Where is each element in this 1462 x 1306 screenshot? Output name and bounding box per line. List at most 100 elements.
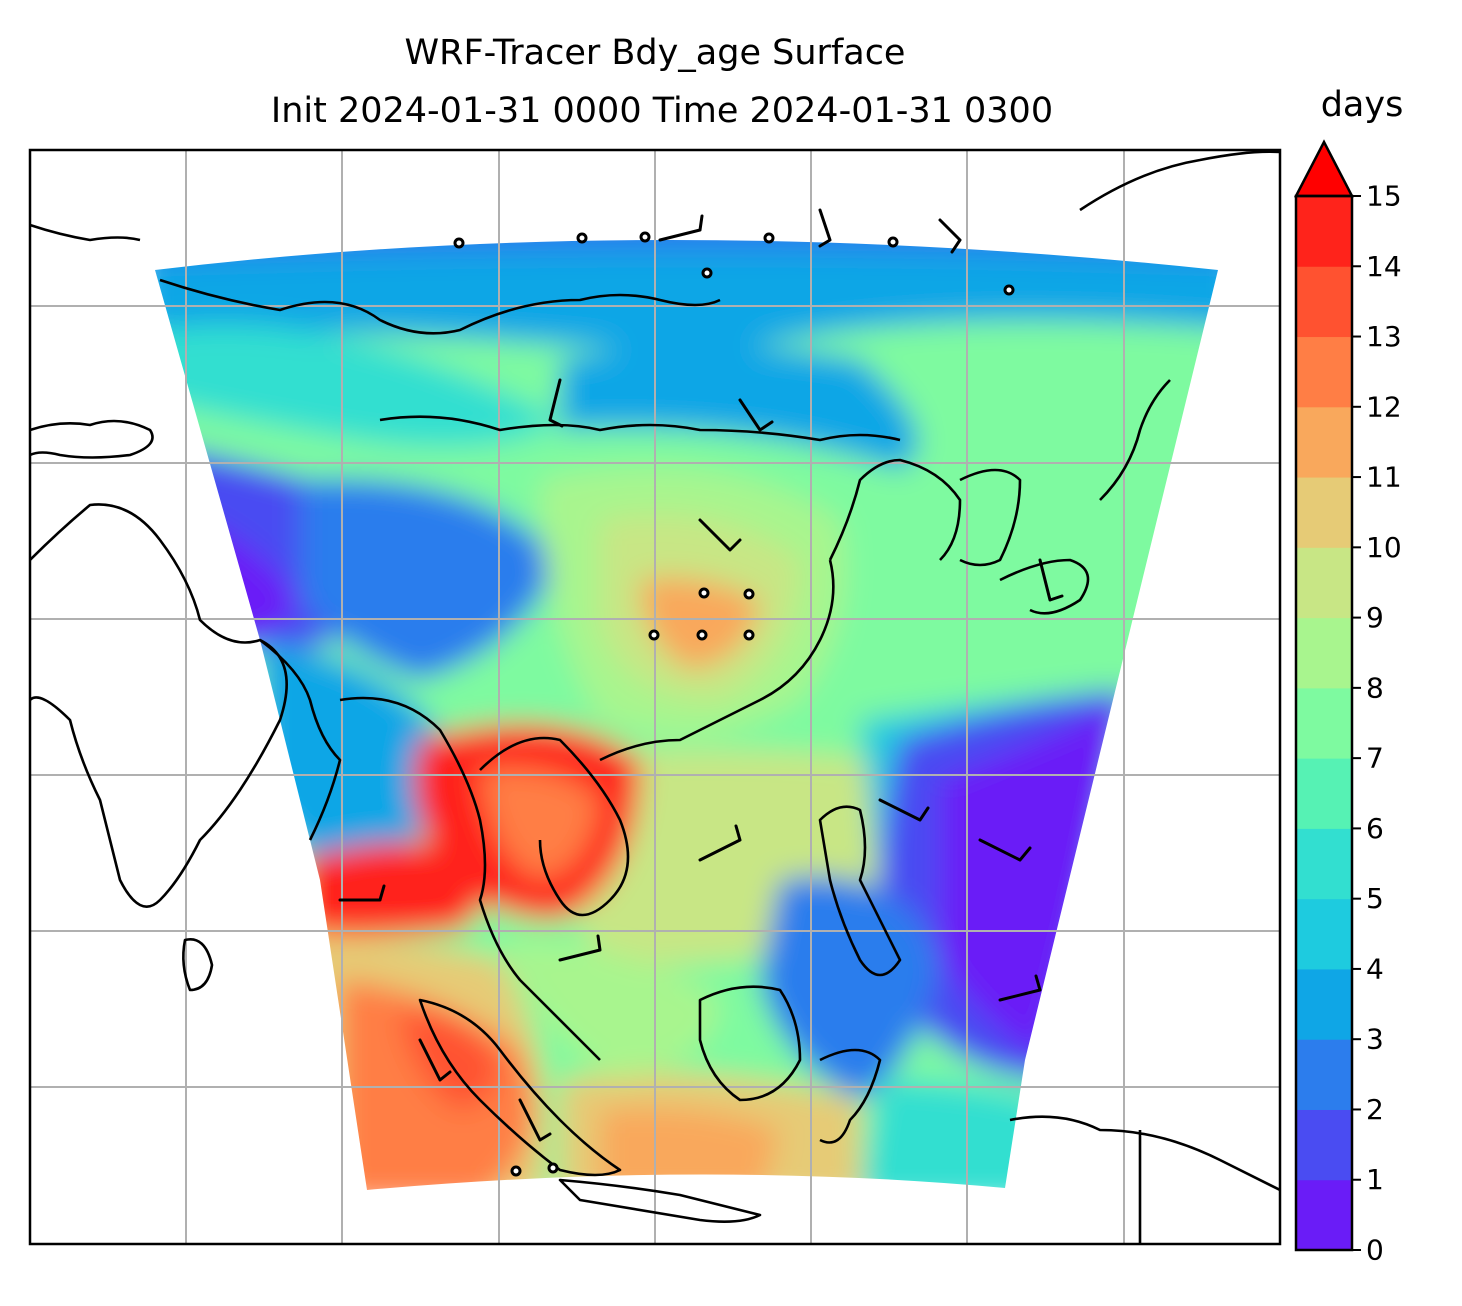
coastline-indochina: [479, 736, 630, 917]
gridlines: [30, 150, 1280, 1244]
colorbar-swatch: [1296, 968, 1352, 1040]
colorbar-swatch: [1296, 1109, 1352, 1181]
colorbar-swatch: [1296, 196, 1352, 267]
calm-circle: [547, 1162, 559, 1174]
field-zone: [400, 1010, 500, 1110]
coastline-mongolia-border: [159, 278, 721, 335]
coastline-borneo: [698, 985, 802, 1102]
coastline-bay-bengal: [259, 638, 342, 841]
coastline-china-east: [828, 458, 962, 561]
field-zone: [300, 479, 560, 680]
field-zone: [500, 940, 720, 1080]
colorbar-swatch: [1296, 547, 1352, 619]
calm-circle: [576, 232, 588, 244]
calm-circle: [1003, 284, 1015, 296]
wind-barb: [698, 824, 742, 862]
map-frame: [28, 148, 1282, 1246]
field-zone: [480, 768, 600, 880]
wind-barb: [518, 1098, 552, 1142]
colorbar-tick-label: 1: [1366, 1163, 1384, 1196]
colorbar-tick-label: 9: [1366, 601, 1384, 634]
wind-barb: [418, 1038, 452, 1082]
chart-title-line1: WRF-Tracer Bdy_age Surface: [405, 33, 906, 73]
colorbar-tick-label: 8: [1366, 671, 1384, 704]
coastline-arabia: [30, 419, 154, 459]
calm-circle: [763, 232, 775, 244]
field-zone: [940, 700, 1130, 1060]
calm-circle: [698, 587, 710, 599]
calm-circle: [510, 1165, 522, 1177]
coastline-japan: [999, 379, 1171, 615]
coastline-myanmar-thai: [339, 696, 601, 1061]
field-zone: [640, 577, 760, 670]
colorbar-tick-label: 6: [1366, 812, 1384, 845]
colorbar-swatches: [1296, 196, 1352, 1251]
coastline-new-guinea: [1009, 1115, 1280, 1244]
wind-barb: [548, 378, 564, 428]
calm-circle: [701, 267, 713, 279]
field-zone: [760, 876, 940, 1100]
wind-barb: [1038, 558, 1064, 602]
colorbar-extend-triangle: [1293, 139, 1355, 198]
colorbar-tick-label: 13: [1366, 320, 1402, 353]
colorbar-tick-label: 2: [1366, 1093, 1384, 1126]
coastline-philippines: [818, 805, 902, 977]
coastlines: [30, 150, 1280, 1244]
map-panel: [30, 150, 1280, 1244]
chart-title-line2: Init 2024-01-31 0000 Time 2024-01-31 030…: [271, 91, 1053, 131]
wind-barb: [998, 974, 1042, 1002]
colorbar-swatch: [1296, 266, 1352, 338]
field-zone: [155, 324, 560, 447]
colorbar-tick-label: 10: [1366, 531, 1402, 564]
colorbar-tick-label: 11: [1366, 461, 1402, 494]
colorbar-swatch: [1296, 758, 1352, 829]
coastline-sumatra: [418, 998, 622, 1177]
coastline-korea: [959, 468, 1022, 567]
colorbar-tick-label: 7: [1366, 742, 1384, 775]
colorbar-tick-label: 5: [1366, 882, 1384, 915]
wind-barb: [338, 884, 386, 902]
wind-barb: [818, 208, 832, 248]
coastline-china-north-border: [379, 415, 901, 442]
coastline-china-south: [599, 559, 835, 762]
wind-barb: [698, 518, 742, 552]
calm-circle: [648, 629, 660, 641]
calm-circle: [639, 231, 651, 243]
colorbar-swatch: [1296, 1179, 1352, 1251]
colorbar-tick-label: 12: [1366, 390, 1402, 423]
colorbar-swatch: [1296, 617, 1352, 689]
colorbar-tick-label: 14: [1366, 250, 1402, 283]
colorbar-swatch: [1296, 406, 1352, 478]
colorbar-swatch: [1296, 687, 1352, 759]
field-zone: [860, 1080, 1040, 1190]
coastline-india: [30, 503, 288, 908]
colorbar-swatch: [1296, 477, 1352, 548]
wind-barb: [938, 218, 962, 254]
coastline-java: [558, 1178, 762, 1223]
colorbar-tick-label: 15: [1366, 180, 1402, 213]
colorbar-frame: [1294, 194, 1354, 1252]
wind-barbs: [338, 208, 1064, 1177]
calm-circle: [453, 237, 465, 249]
wind-barb: [738, 398, 774, 432]
wind-barb: [878, 798, 930, 822]
colorbar-tick-label: 4: [1366, 952, 1384, 985]
wind-barb: [558, 934, 602, 962]
colorbar-label: days: [1321, 85, 1404, 125]
colorbar-swatch: [1296, 1039, 1352, 1110]
field-zone: [155, 240, 1218, 360]
colorbar-swatch: [1296, 336, 1352, 408]
calm-circle: [887, 236, 899, 248]
colorbar-swatch: [1296, 898, 1352, 970]
field-zone: [300, 842, 487, 935]
colorbar-tick-label: 3: [1366, 1023, 1384, 1056]
colorbar-swatch: [1296, 828, 1352, 900]
calm-circle: [743, 588, 755, 600]
coastline-sri-lanka: [182, 938, 214, 992]
calm-circle: [696, 629, 708, 641]
wind-barb: [978, 838, 1032, 862]
colorbar-tick-label: 0: [1366, 1234, 1384, 1267]
coastline-north: [30, 150, 1280, 242]
